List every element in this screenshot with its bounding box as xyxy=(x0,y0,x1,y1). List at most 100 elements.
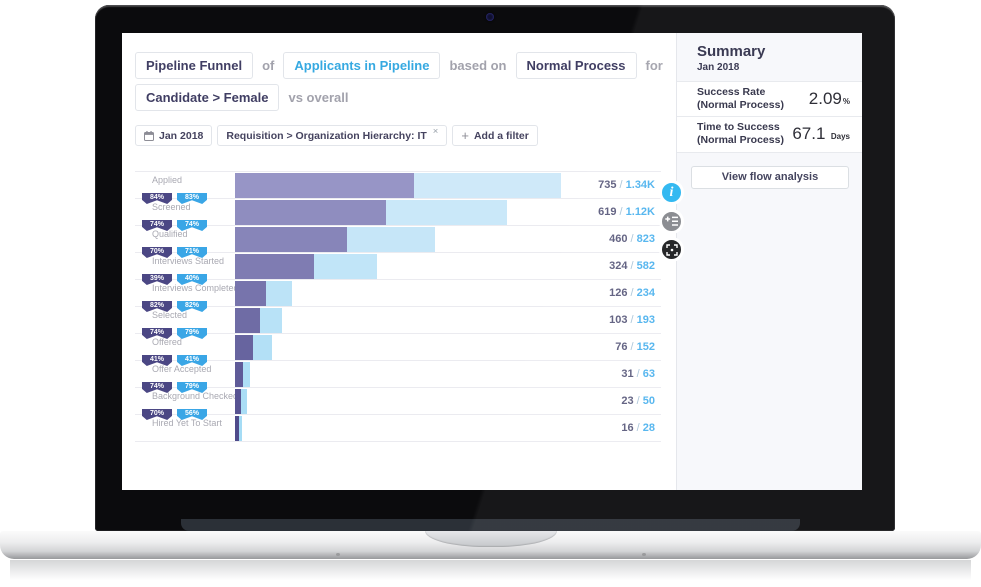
selected-value: 16 xyxy=(621,422,634,434)
summary-sidebar: Summary Jan 2018 Success Rate (Normal Pr… xyxy=(676,33,862,490)
laptop-screen: Pipeline Funnel of Applicants in Pipeline b… xyxy=(95,5,895,531)
query-connector: based on xyxy=(449,58,507,73)
stage-label: Offer Accepted xyxy=(152,364,212,374)
metric-value: 67.1 Days xyxy=(792,124,850,144)
add-filter-label: Add a filter xyxy=(473,129,529,142)
value-separator: / xyxy=(627,287,637,299)
conversion-badge-selected: 39% xyxy=(142,274,172,285)
filter-chip[interactable]: Requisition > Organization Hierarchy: IT… xyxy=(217,125,448,146)
fullscreen-fab[interactable] xyxy=(659,237,684,262)
calendar-icon xyxy=(144,130,154,141)
stage-values: 103 / 193 xyxy=(609,307,655,334)
stage-values: 735 / 1.34K xyxy=(598,172,655,199)
conversion-badges: 41% 41% xyxy=(142,355,207,366)
value-separator: / xyxy=(633,368,643,380)
conversion-badges: 70% 56% xyxy=(142,409,207,420)
query-line-2: Candidate > Female vs overall xyxy=(135,84,676,111)
stage-label: Applied xyxy=(152,175,183,185)
overall-value: 1.12K xyxy=(625,206,655,218)
query-token[interactable]: Candidate > Female xyxy=(135,84,280,111)
value-separator: / xyxy=(616,206,626,218)
stage-values: 76 / 152 xyxy=(615,334,655,361)
query-token[interactable]: Applicants in Pipeline xyxy=(283,52,441,79)
selected-bar[interactable] xyxy=(235,281,266,306)
funnel-row: Selected 74% 79% 103 / 193 xyxy=(135,307,661,339)
selected-value: 126 xyxy=(609,287,628,299)
metric-unit: Days xyxy=(830,132,850,142)
remove-filter-icon[interactable]: × xyxy=(432,126,439,137)
conversion-badge-overall: 40% xyxy=(177,274,207,285)
selected-bar[interactable] xyxy=(235,173,414,198)
value-separator: / xyxy=(627,233,637,245)
selected-value: 23 xyxy=(621,395,634,407)
metric-row: Success Rate (Normal Process) 2.09% xyxy=(677,81,862,117)
date-filter-chip[interactable]: Jan 2018 xyxy=(135,125,213,146)
metric-label: Success Rate (Normal Process) xyxy=(697,86,784,112)
view-flow-analysis-button[interactable]: View flow analysis xyxy=(691,165,849,189)
stage-label: Qualified xyxy=(152,229,188,239)
query-token[interactable]: Normal Process xyxy=(515,52,637,79)
value-separator: / xyxy=(627,314,637,326)
selected-bar[interactable] xyxy=(235,200,386,225)
query-token[interactable]: Pipeline Funnel xyxy=(135,52,254,79)
selected-bar[interactable] xyxy=(235,335,254,360)
summary-title: Summary xyxy=(697,43,766,60)
selected-bar[interactable] xyxy=(235,227,347,252)
selected-bar[interactable] xyxy=(235,416,239,441)
conversion-badge-selected: 74% xyxy=(142,220,172,231)
add-filter-chip[interactable]: + Add a filter xyxy=(452,125,538,146)
query-line-1: Pipeline Funnel of Applicants in Pipeline b… xyxy=(135,52,676,79)
info-icon: i xyxy=(669,184,674,200)
conversion-badge-selected: 82% xyxy=(142,301,172,312)
conversion-badges: 70% 71% xyxy=(142,247,207,258)
funnel-row: Qualified 70% 71% 460 / 823 xyxy=(135,226,661,258)
app-window: Pipeline Funnel of Applicants in Pipeline b… xyxy=(122,33,862,490)
selected-bar[interactable] xyxy=(235,389,241,414)
stage-label: Interviews Started xyxy=(152,256,225,266)
stage-values: 16 / 28 xyxy=(621,415,655,442)
laptop-foot xyxy=(336,553,340,556)
overall-value: 1.34K xyxy=(625,179,655,191)
conversion-badges: 39% 40% xyxy=(142,274,207,285)
stage-label: Background Checked xyxy=(152,391,239,401)
info-fab[interactable]: i xyxy=(659,180,684,205)
fullscreen-icon xyxy=(665,243,678,256)
conversion-badge-selected: 70% xyxy=(142,247,172,258)
selected-value: 103 xyxy=(609,314,628,326)
overall-value: 28 xyxy=(642,422,655,434)
stage-label: Offered xyxy=(152,337,182,347)
overall-value: 823 xyxy=(636,233,655,245)
conversion-badges: 84% 83% xyxy=(142,193,207,204)
add-to-list-fab[interactable] xyxy=(659,209,684,234)
stage-label: Selected xyxy=(152,310,188,320)
value-separator: / xyxy=(633,422,643,434)
funnel-row: Interviews Started 39% 40% 324 / 582 xyxy=(135,253,661,285)
conversion-badge-selected: 41% xyxy=(142,355,172,366)
overall-value: 234 xyxy=(636,287,655,299)
stage-label: Hired Yet To Start xyxy=(152,418,222,428)
selected-value: 76 xyxy=(615,341,628,353)
selected-bar[interactable] xyxy=(235,254,314,279)
funnel-row: Hired Yet To Start 16 / 28 xyxy=(135,415,661,442)
conversion-badge-overall: 74% xyxy=(177,220,207,231)
conversion-badge-selected: 74% xyxy=(142,382,172,393)
stage-values: 324 / 582 xyxy=(609,253,655,280)
selected-bar[interactable] xyxy=(235,362,243,387)
selected-bar[interactable] xyxy=(235,308,261,333)
conversion-badge-selected: 84% xyxy=(142,193,172,204)
query-connector: of xyxy=(262,58,275,73)
summary-header: Summary Jan 2018 xyxy=(677,33,862,81)
selected-value: 460 xyxy=(609,233,628,245)
conversion-badges: 82% 82% xyxy=(142,301,207,312)
laptop-foot xyxy=(642,553,646,556)
query-connector: vs overall xyxy=(288,90,349,105)
summary-period: Jan 2018 xyxy=(697,62,740,73)
funnel-row: Applied 84% 83% 735 / 1.34K xyxy=(135,172,661,204)
date-filter-label: Jan 2018 xyxy=(159,129,204,142)
conversion-badge-overall: 82% xyxy=(177,301,207,312)
metric-row: Time to Success (Normal Process) 67.1 Da… xyxy=(677,116,862,153)
funnel-rows: Applied 84% 83% 735 / 1.34K Screened 74% 74% 61… xyxy=(135,172,661,442)
funnel-row: Background Checked 70% 56% 23 / 50 xyxy=(135,388,661,420)
plus-icon: + xyxy=(461,128,469,143)
